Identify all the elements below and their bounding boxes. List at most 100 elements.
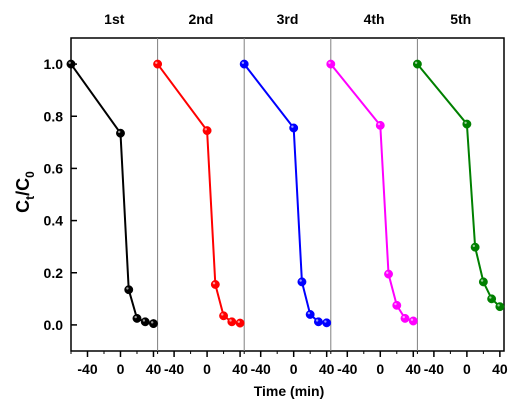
data-point-highlight — [328, 61, 331, 64]
data-point — [289, 123, 299, 133]
x-tick-label: 0 — [376, 361, 384, 377]
data-point-highlight — [324, 320, 327, 323]
y-tick-label: 0.8 — [44, 108, 64, 124]
data-point-highlight — [291, 125, 294, 128]
x-axis: -40 0 40 -40 0 40 -40 0 40 -40 0 40 -40 0 40 — [70, 351, 508, 377]
data-point — [239, 59, 249, 69]
data-point — [487, 294, 497, 304]
data-point — [470, 242, 480, 252]
plot-border — [70, 37, 505, 352]
data-point-highlight — [480, 279, 484, 282]
data-point-highlight — [472, 244, 476, 248]
data-point-highlight — [414, 61, 418, 64]
series-line-2nd — [156, 63, 241, 325]
data-point-highlight — [221, 313, 224, 316]
x-tick-label: 40 — [232, 361, 248, 377]
data-point — [132, 313, 142, 323]
data-point-highlight — [394, 302, 397, 306]
data-point — [202, 126, 212, 136]
x-tick-label: 40 — [146, 361, 162, 377]
data-point — [478, 277, 488, 287]
data-point-highlight — [134, 315, 137, 319]
data-point — [153, 59, 163, 69]
data-point-highlight — [126, 287, 129, 290]
series-line-4th — [330, 63, 414, 322]
y-title-mid: /C — [13, 178, 33, 196]
y-tick-label: 0.2 — [44, 265, 64, 281]
y-title-main: C — [13, 200, 33, 213]
x-tick-label: 0 — [463, 361, 471, 377]
data-point — [400, 313, 410, 323]
x-tick-label: 0 — [203, 361, 211, 377]
x-tick-label: 40 — [319, 361, 335, 377]
data-point-highlight — [497, 304, 500, 307]
data-point — [66, 59, 76, 69]
data-point-highlight — [68, 61, 71, 64]
data-point — [235, 318, 245, 328]
data-point — [412, 59, 422, 69]
data-point — [375, 120, 385, 130]
cycle-label-5th: 5th — [450, 11, 471, 27]
x-axis-title: Time (min) — [254, 383, 325, 399]
data-point-highlight — [386, 271, 389, 274]
data-point — [392, 300, 402, 310]
series-line-5th — [416, 63, 501, 308]
data-point-highlight — [241, 61, 245, 64]
x-tick-label: -40 — [251, 361, 271, 377]
data-point-highlight — [212, 281, 216, 285]
y-title-sub1: t — [23, 196, 37, 200]
cycle-label-2nd: 2nd — [188, 11, 213, 27]
y-title-sub2: 0 — [23, 171, 37, 178]
data-point-highlight — [410, 318, 414, 321]
data-point-highlight — [117, 130, 121, 134]
x-tick-label: 40 — [405, 361, 421, 377]
cycle-label-4th: 4th — [364, 11, 385, 27]
series-line-1st — [70, 63, 154, 325]
data-point-highlight — [155, 61, 158, 64]
data-point — [140, 317, 150, 327]
data-point — [408, 316, 418, 326]
data-point — [305, 310, 315, 319]
data-point-highlight — [142, 319, 146, 322]
data-point-highlight — [464, 121, 467, 124]
y-tick-label: 0.6 — [44, 160, 64, 176]
data-point — [297, 277, 307, 287]
data-point — [124, 285, 134, 295]
panel-separators — [157, 38, 418, 351]
plot-frame — [70, 37, 505, 352]
data-point — [326, 59, 336, 69]
y-axis-title: Ct/C0 — [13, 171, 37, 213]
x-tick-label: -40 — [337, 361, 357, 377]
cycle-label-3rd: 3rd — [277, 11, 299, 27]
data-point — [322, 318, 332, 328]
cycle-labels: 1st 2nd 3rd 4th 5th — [104, 11, 471, 27]
data-point-highlight — [402, 315, 405, 319]
data-point — [219, 311, 229, 321]
data-point-highlight — [377, 122, 381, 126]
x-tick-label: 40 — [492, 361, 508, 377]
y-axis: 0.0 0.2 0.4 0.6 0.8 1.0 — [44, 56, 77, 333]
data-point-highlight — [315, 319, 319, 322]
data-point — [116, 128, 125, 138]
data-point-highlight — [204, 128, 207, 131]
y-tick-label: 1.0 — [44, 56, 64, 72]
x-tick-label: -40 — [77, 361, 97, 377]
data-point-highlight — [299, 279, 302, 282]
y-tick-label: 0.0 — [44, 317, 64, 333]
data-point-highlight — [307, 311, 311, 315]
cycle-label-1st: 1st — [104, 11, 125, 27]
data-point — [227, 317, 237, 327]
series-line-3rd — [243, 63, 327, 324]
data-point-highlight — [489, 296, 492, 299]
x-tick-label: 0 — [290, 361, 298, 377]
data-point-highlight — [229, 319, 232, 322]
data-point — [495, 302, 505, 312]
x-tick-label: -40 — [164, 361, 184, 377]
data-point-highlight — [150, 321, 154, 324]
x-tick-label: -40 — [424, 361, 444, 377]
data-point — [313, 317, 323, 327]
data-point — [210, 280, 220, 289]
x-tick-label: 0 — [117, 361, 125, 377]
data-point-highlight — [237, 320, 240, 323]
